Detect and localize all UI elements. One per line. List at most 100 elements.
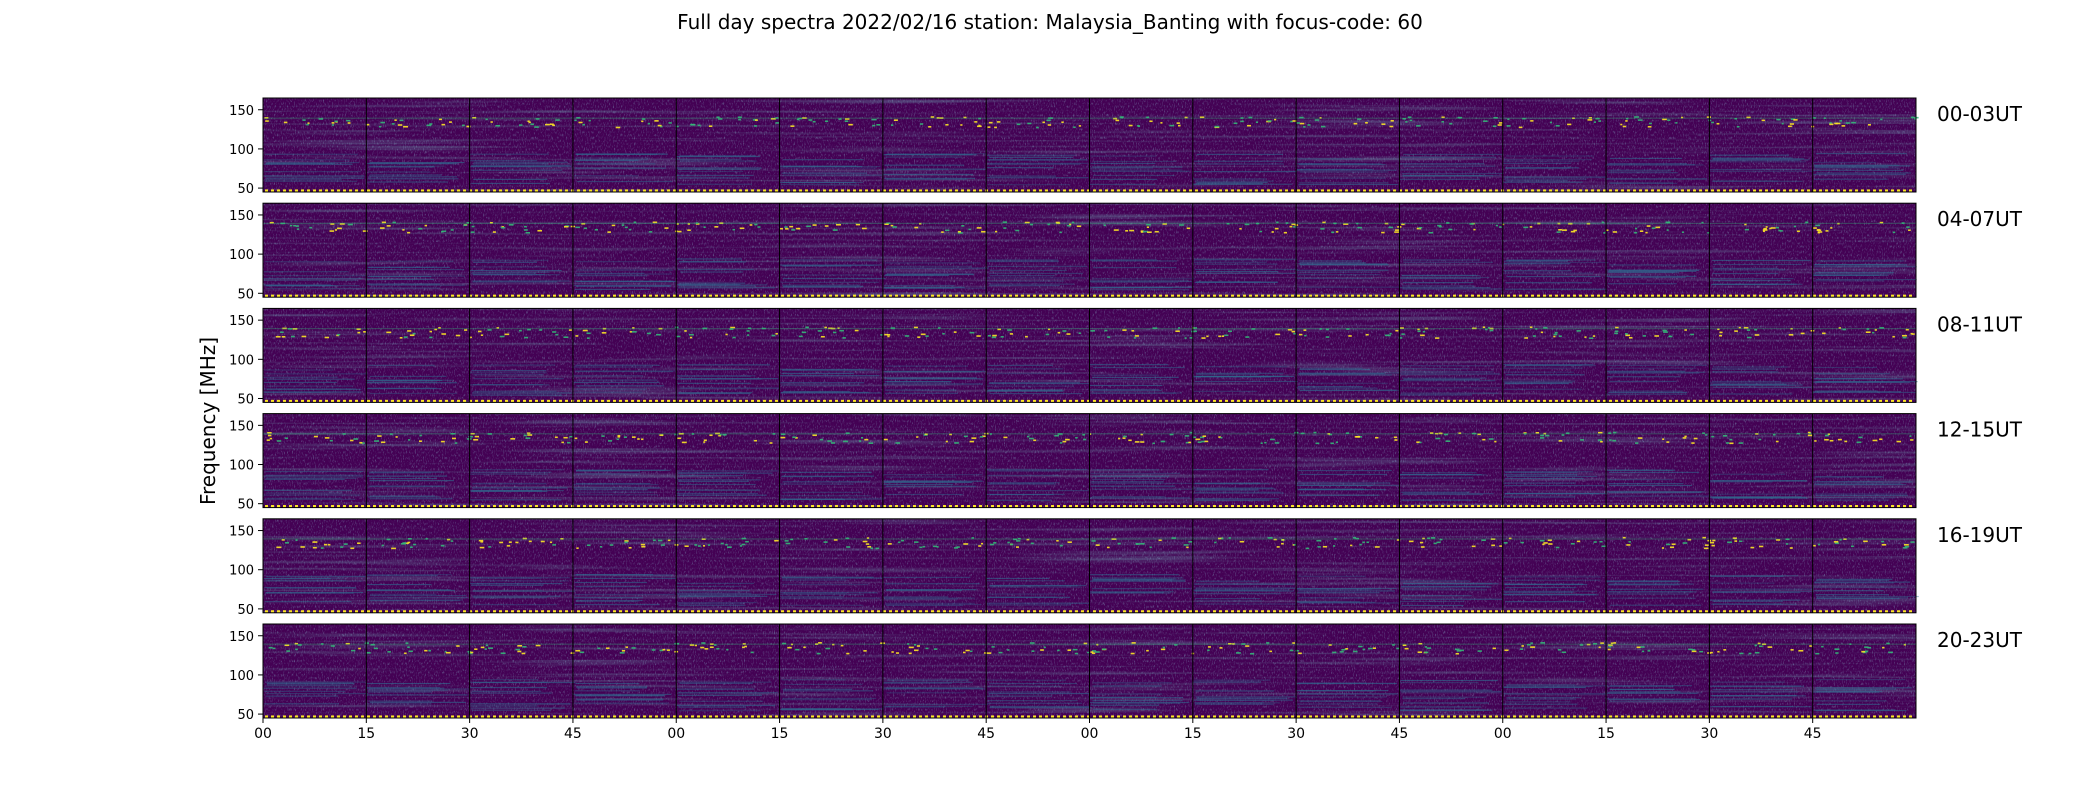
marker-dot bbox=[1327, 294, 1330, 298]
marker-dot bbox=[1783, 715, 1786, 718]
signal-dot bbox=[302, 119, 306, 121]
marker-dot bbox=[397, 715, 400, 718]
marker-dot bbox=[643, 505, 646, 508]
marker-dot bbox=[1549, 189, 1552, 192]
marker-dot bbox=[565, 399, 568, 403]
marker-dot bbox=[1399, 399, 1402, 403]
band-line bbox=[676, 643, 780, 645]
band-line bbox=[677, 470, 779, 472]
marker-dot bbox=[673, 189, 676, 192]
marker-dot bbox=[829, 294, 832, 298]
signal-dot bbox=[1095, 651, 1100, 653]
band-line bbox=[883, 688, 986, 690]
band-line bbox=[1092, 374, 1159, 376]
signal-dot bbox=[1303, 126, 1306, 128]
signal-dot bbox=[1739, 540, 1743, 543]
band-line bbox=[1607, 591, 1697, 593]
signal-dot bbox=[1776, 118, 1781, 121]
signal-dot bbox=[1404, 647, 1409, 650]
signal-dot bbox=[286, 650, 290, 652]
signal-dot bbox=[1684, 329, 1687, 331]
marker-dot bbox=[1411, 399, 1414, 403]
signal-dot bbox=[1498, 122, 1503, 124]
band-line bbox=[1090, 701, 1190, 704]
signal-dot bbox=[445, 651, 451, 654]
marker-dot bbox=[865, 505, 868, 508]
signal-dot bbox=[1095, 544, 1100, 546]
signal-dot bbox=[1671, 543, 1676, 546]
band-line bbox=[367, 387, 436, 389]
signal-dot bbox=[609, 544, 614, 546]
signal-dot bbox=[1350, 544, 1353, 547]
signal-dot bbox=[1710, 651, 1713, 654]
signal-dot bbox=[741, 543, 746, 546]
signal-dot bbox=[1061, 121, 1064, 124]
marker-dot bbox=[727, 505, 730, 508]
signal-dot bbox=[1407, 116, 1412, 119]
signal-dot bbox=[446, 538, 451, 541]
band-line bbox=[1813, 391, 1902, 393]
marker-dot bbox=[1267, 610, 1270, 613]
band-line bbox=[1297, 592, 1380, 594]
signal-dot bbox=[980, 542, 984, 545]
marker-dot bbox=[1603, 399, 1606, 403]
band-line bbox=[883, 480, 983, 482]
band-line bbox=[1399, 117, 1503, 119]
band-line bbox=[989, 706, 1092, 709]
band-line bbox=[470, 692, 552, 694]
band-line bbox=[1608, 593, 1690, 595]
signal-dot bbox=[404, 652, 407, 655]
marker-dot bbox=[835, 189, 838, 192]
marker-dot bbox=[1885, 505, 1888, 508]
signal-dot bbox=[1290, 120, 1293, 123]
marker-dot bbox=[1537, 505, 1540, 508]
signal-dot bbox=[1162, 223, 1167, 225]
marker-dot bbox=[1843, 294, 1846, 298]
signal-dot bbox=[413, 543, 417, 546]
signal-dot bbox=[1684, 435, 1687, 438]
signal-dot bbox=[701, 642, 706, 644]
signal-dot bbox=[1015, 546, 1019, 548]
marker-dot bbox=[811, 610, 814, 613]
marker-dot bbox=[1645, 715, 1648, 718]
signal-dot bbox=[477, 330, 482, 333]
band-line bbox=[469, 160, 538, 162]
marker-dot bbox=[391, 715, 394, 718]
marker-dot bbox=[1117, 189, 1120, 192]
signal-dot bbox=[1394, 229, 1400, 231]
band-line bbox=[1608, 269, 1699, 272]
marker-dot bbox=[1873, 715, 1876, 718]
row-label: 12-15UT bbox=[1937, 418, 2023, 442]
signal-dot bbox=[555, 119, 560, 121]
band-line bbox=[266, 682, 354, 684]
marker-dot bbox=[1123, 715, 1126, 718]
signal-dot bbox=[978, 545, 982, 547]
marker-dot bbox=[1207, 505, 1210, 508]
marker-dot bbox=[1759, 294, 1762, 298]
marker-dot bbox=[487, 505, 490, 508]
signal-dot bbox=[1067, 541, 1072, 543]
band-line bbox=[1400, 276, 1490, 279]
marker-dot bbox=[559, 505, 562, 508]
signal-dot bbox=[798, 117, 802, 120]
marker-dot bbox=[1711, 189, 1714, 192]
marker-dot bbox=[1825, 294, 1828, 298]
signal-dot bbox=[353, 438, 359, 440]
signal-dot bbox=[892, 226, 897, 228]
signal-dot bbox=[1420, 546, 1425, 548]
marker-dot bbox=[847, 189, 850, 192]
marker-dot bbox=[751, 610, 754, 613]
signal-dot bbox=[518, 329, 522, 332]
marker-dot bbox=[1867, 715, 1870, 718]
signal-dot bbox=[844, 118, 850, 120]
marker-dot bbox=[1687, 294, 1690, 298]
band-line bbox=[472, 364, 556, 366]
marker-dot bbox=[1099, 610, 1102, 613]
marker-dot bbox=[1285, 505, 1288, 508]
signal-dot bbox=[716, 116, 720, 119]
marker-dot bbox=[1183, 294, 1186, 298]
marker-dot bbox=[421, 715, 424, 718]
signal-dot bbox=[936, 546, 939, 548]
signal-dot bbox=[1441, 120, 1445, 123]
marker-dot bbox=[307, 399, 310, 403]
